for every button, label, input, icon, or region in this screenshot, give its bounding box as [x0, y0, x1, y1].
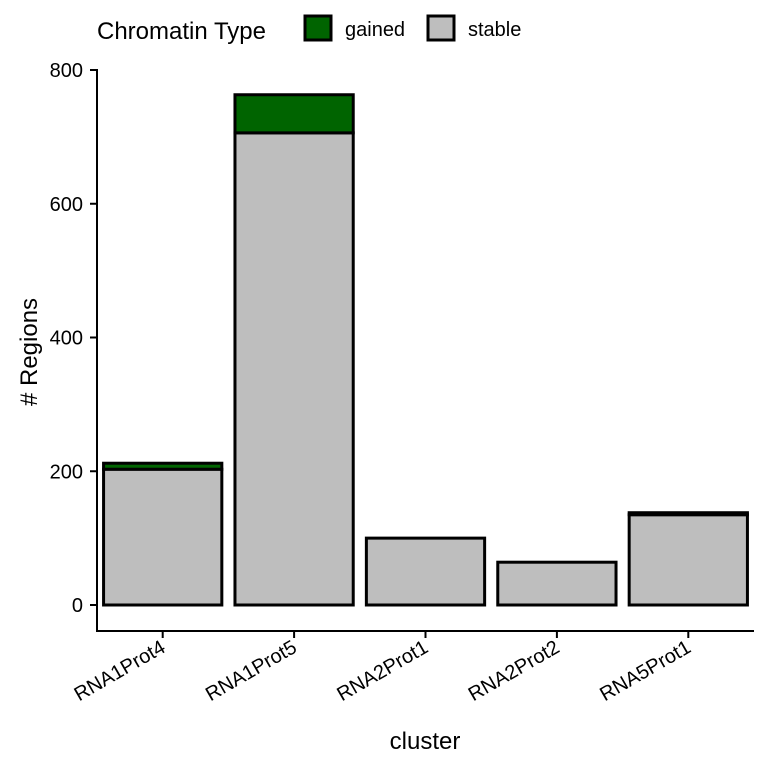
- bar-gained-RNA1Prot4: [102, 461, 224, 471]
- x-tick-label: RNA2Prot1: [333, 636, 432, 706]
- bar-stable-RNA2Prot1: [364, 536, 487, 607]
- bar-gained-RNA5Prot1: [627, 511, 749, 517]
- bar-stable-RNA1Prot4: [102, 467, 224, 607]
- y-tick-label: 600: [50, 194, 83, 216]
- legend-swatch-gained: [303, 14, 333, 42]
- y-tick-label: 0: [72, 595, 83, 617]
- y-axis-ticks: 0 200 400 600 800: [50, 60, 97, 617]
- legend-label-stable: stable: [468, 19, 521, 41]
- bars: [102, 93, 749, 607]
- x-axis-ticks: RNA1Prot4 RNA1Prot5 RNA2Prot1 RNA2Prot2 RNA5…: [71, 631, 695, 706]
- x-tick-label: RNA5Prot1: [596, 636, 695, 706]
- legend: Chromatin Type gained stable: [97, 14, 521, 45]
- bar-stable-RNA5Prot1: [627, 513, 749, 607]
- y-tick-label: 800: [50, 60, 83, 82]
- x-tick-label: RNA1Prot4: [71, 636, 170, 706]
- bar-stable-RNA1Prot5: [233, 131, 355, 607]
- legend-title: Chromatin Type: [97, 18, 266, 45]
- legend-swatch-stable: [426, 14, 456, 42]
- x-tick-label: RNA1Prot5: [202, 636, 301, 706]
- y-axis-title: # Regions: [16, 298, 43, 406]
- legend-label-gained: gained: [345, 19, 405, 41]
- x-axis-title: cluster: [390, 728, 461, 755]
- y-tick-label: 200: [50, 461, 83, 483]
- x-tick-label: RNA2Prot2: [465, 636, 564, 706]
- bar-gained-RNA1Prot5: [233, 93, 355, 135]
- bar-stable-RNA2Prot2: [496, 560, 618, 607]
- y-tick-label: 400: [50, 328, 83, 350]
